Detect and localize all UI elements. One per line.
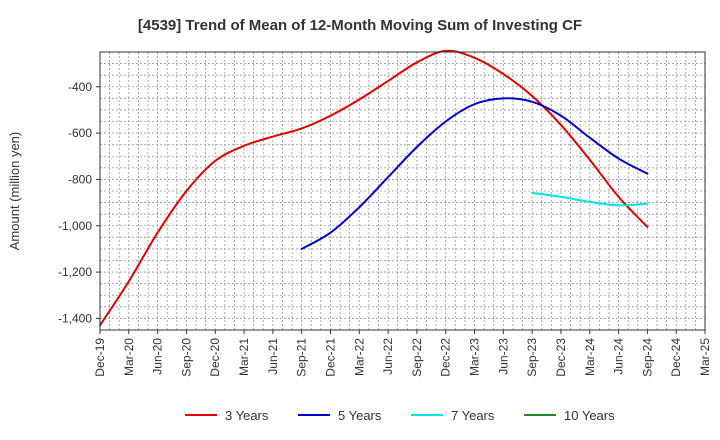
- x-tick-label: Dec-21: [323, 338, 337, 377]
- y-tick-label: -1,000: [58, 219, 92, 233]
- x-tick-label: Jun-23: [496, 338, 510, 375]
- x-tick-label: Jun-22: [381, 338, 395, 375]
- x-tick-label: Mar-24: [583, 338, 597, 376]
- legend: 3 Years 5 Years 7 Years 10 Years: [185, 408, 615, 423]
- x-tick-label: Mar-22: [352, 338, 366, 376]
- x-tick-label: Sep-20: [179, 338, 193, 377]
- legend-label-3-years: 3 Years: [225, 408, 269, 423]
- series-line-7-years: [531, 191, 649, 207]
- x-tick-label: Mar-23: [468, 338, 482, 376]
- y-tick-label: -1,400: [58, 311, 92, 325]
- x-tick-label: Mar-21: [237, 338, 251, 376]
- legend-label-5-years: 5 Years: [338, 408, 382, 423]
- y-tick-label: -1,200: [58, 265, 92, 279]
- plot-frame: [99, 51, 706, 331]
- grid: [100, 52, 705, 330]
- series-line-5-years: [300, 97, 649, 250]
- x-tick-label: Jun-20: [151, 338, 165, 375]
- x-tick-label: Dec-20: [208, 338, 222, 377]
- legend-label-10-years: 10 Years: [564, 408, 615, 423]
- x-tick-label: Jun-21: [266, 338, 280, 375]
- x-tick-label: Sep-24: [640, 338, 654, 377]
- y-tick-label: -400: [68, 80, 92, 94]
- axes: -1,400 -1,200 -1,000 -800 -600 -400 Dec-19 Mar-…: [58, 51, 712, 377]
- series-layer: [99, 49, 649, 327]
- x-tick-label: Sep-23: [525, 338, 539, 377]
- x-tick-label: Jun-24: [612, 338, 626, 375]
- x-tick-label: Sep-22: [410, 338, 424, 377]
- x-tick-label: Sep-21: [295, 338, 309, 377]
- y-tick-label: -800: [68, 172, 92, 186]
- x-tick-label: Dec-23: [554, 338, 568, 377]
- y-axis-label: Amount (million yen): [7, 132, 22, 251]
- x-tick-label: Dec-24: [669, 338, 683, 377]
- series-line-3-years: [99, 49, 649, 327]
- x-tick-label: Dec-22: [439, 338, 453, 377]
- y-tick-label: -600: [68, 126, 92, 140]
- x-tick-label: Dec-19: [93, 338, 107, 377]
- legend-label-7-years: 7 Years: [451, 408, 495, 423]
- x-tick-label: Mar-20: [122, 338, 136, 376]
- chart-title: [4539] Trend of Mean of 12-Month Moving …: [138, 17, 582, 34]
- x-tick-label: Mar-25: [698, 338, 712, 376]
